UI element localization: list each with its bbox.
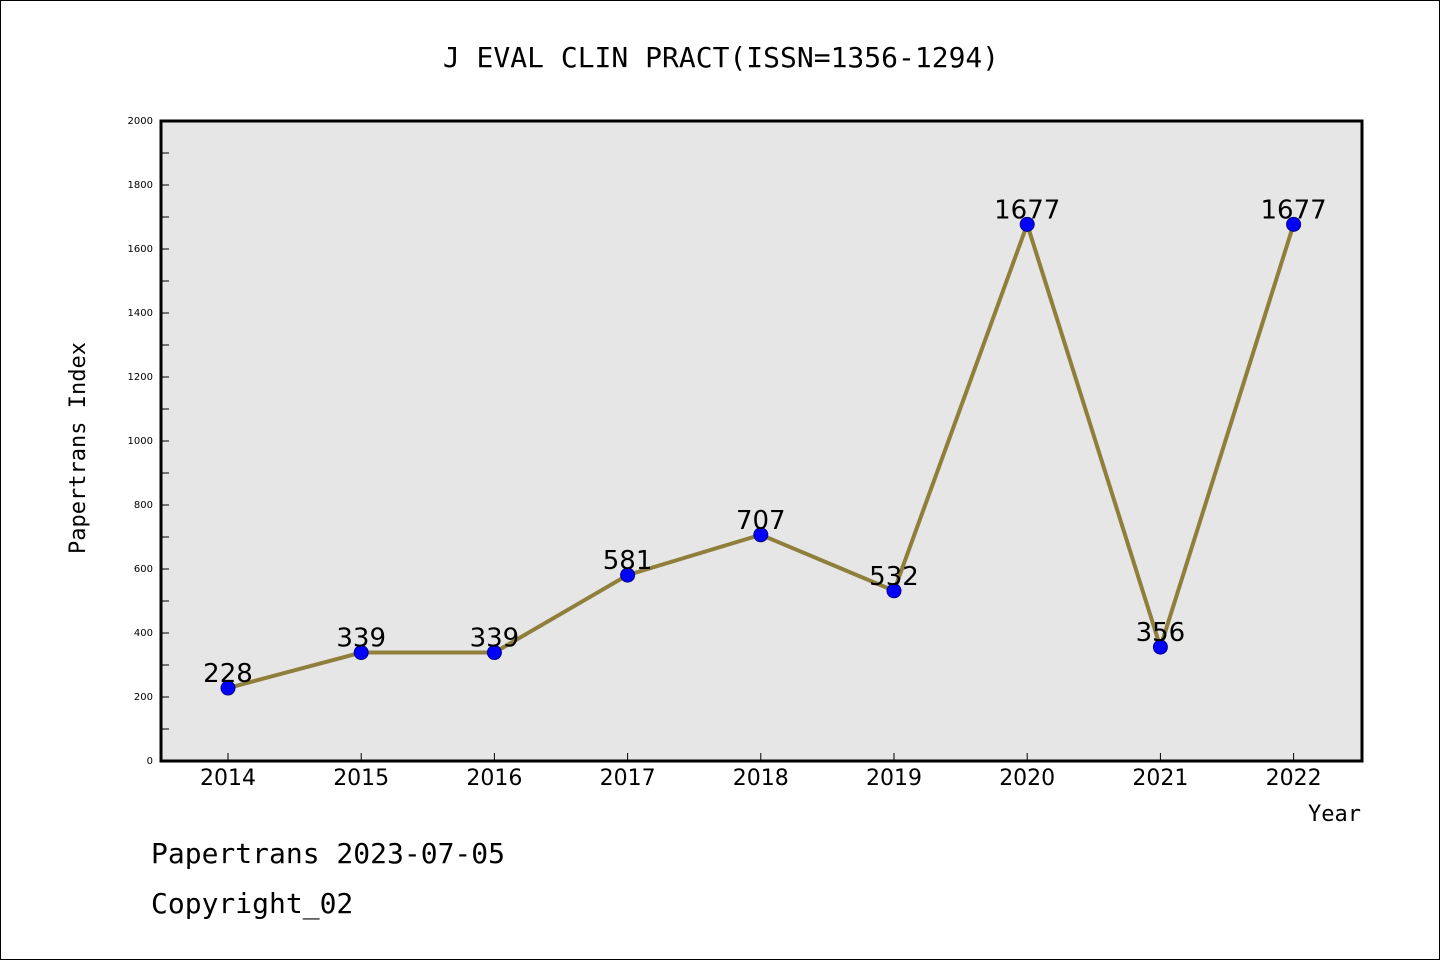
footer-date: Papertrans 2023-07-05: [151, 837, 506, 870]
data-point: [220, 680, 236, 696]
x-tick-label: 2015: [333, 766, 389, 791]
y-tick-label: 200: [134, 692, 153, 703]
x-tick-label: 2014: [200, 766, 256, 791]
x-axis-label: Year: [1308, 802, 1361, 827]
data-label: 339: [470, 624, 520, 654]
data-point: [886, 583, 902, 599]
data-label: 339: [336, 624, 386, 654]
x-tick-label: 2021: [1132, 766, 1188, 791]
y-axis-label: Papertrans Index: [66, 342, 91, 554]
plot-area: [161, 121, 1362, 761]
data-label: 707: [736, 506, 786, 536]
data-point: [1019, 216, 1035, 232]
y-tick-label: 1400: [128, 308, 153, 319]
y-tick-label: 800: [134, 500, 153, 511]
plot-border: [159, 119, 1364, 763]
y-tick-label: 400: [134, 628, 153, 639]
data-label: 1677: [1261, 195, 1327, 225]
chart-title: J EVAL CLIN PRACT(ISSN=1356-1294): [443, 41, 999, 74]
data-point: [353, 645, 369, 661]
data-label: 1677: [994, 195, 1060, 225]
x-tick-label: 2017: [600, 766, 656, 791]
y-tick-label: 600: [134, 564, 153, 575]
y-axis: 0 200 400 600 800 1000 1200 1400 1600 1800 2000: [128, 116, 169, 767]
y-tick-label: 1000: [128, 436, 153, 447]
data-point: [620, 567, 636, 583]
x-tick-label: 2018: [733, 766, 789, 791]
data-point: [1152, 639, 1168, 655]
x-tick-label: 2022: [1266, 766, 1322, 791]
data-label: 581: [603, 546, 653, 576]
y-tick-label: 0: [147, 756, 153, 767]
data-point: [486, 645, 502, 661]
series-group: 228 339 339 581 707 532 1677 356 1677: [203, 195, 1327, 696]
y-tick-label: 1200: [128, 372, 153, 383]
data-point: [753, 527, 769, 543]
data-label: 356: [1136, 618, 1186, 648]
data-label: 532: [869, 562, 919, 592]
footer-copyright: Copyright_02: [151, 887, 354, 920]
x-tick-label: 2020: [999, 766, 1055, 791]
x-axis: 2014 2015 2016 2017 2018 2019 2020 2021 2022: [200, 753, 1322, 791]
y-tick-label: 1800: [128, 180, 153, 191]
data-point: [1286, 216, 1302, 232]
y-tick-label: 2000: [128, 116, 153, 127]
x-tick-label: 2016: [466, 766, 522, 791]
x-tick-label: 2019: [866, 766, 922, 791]
data-label: 228: [203, 659, 253, 689]
y-tick-label: 1600: [128, 244, 153, 255]
